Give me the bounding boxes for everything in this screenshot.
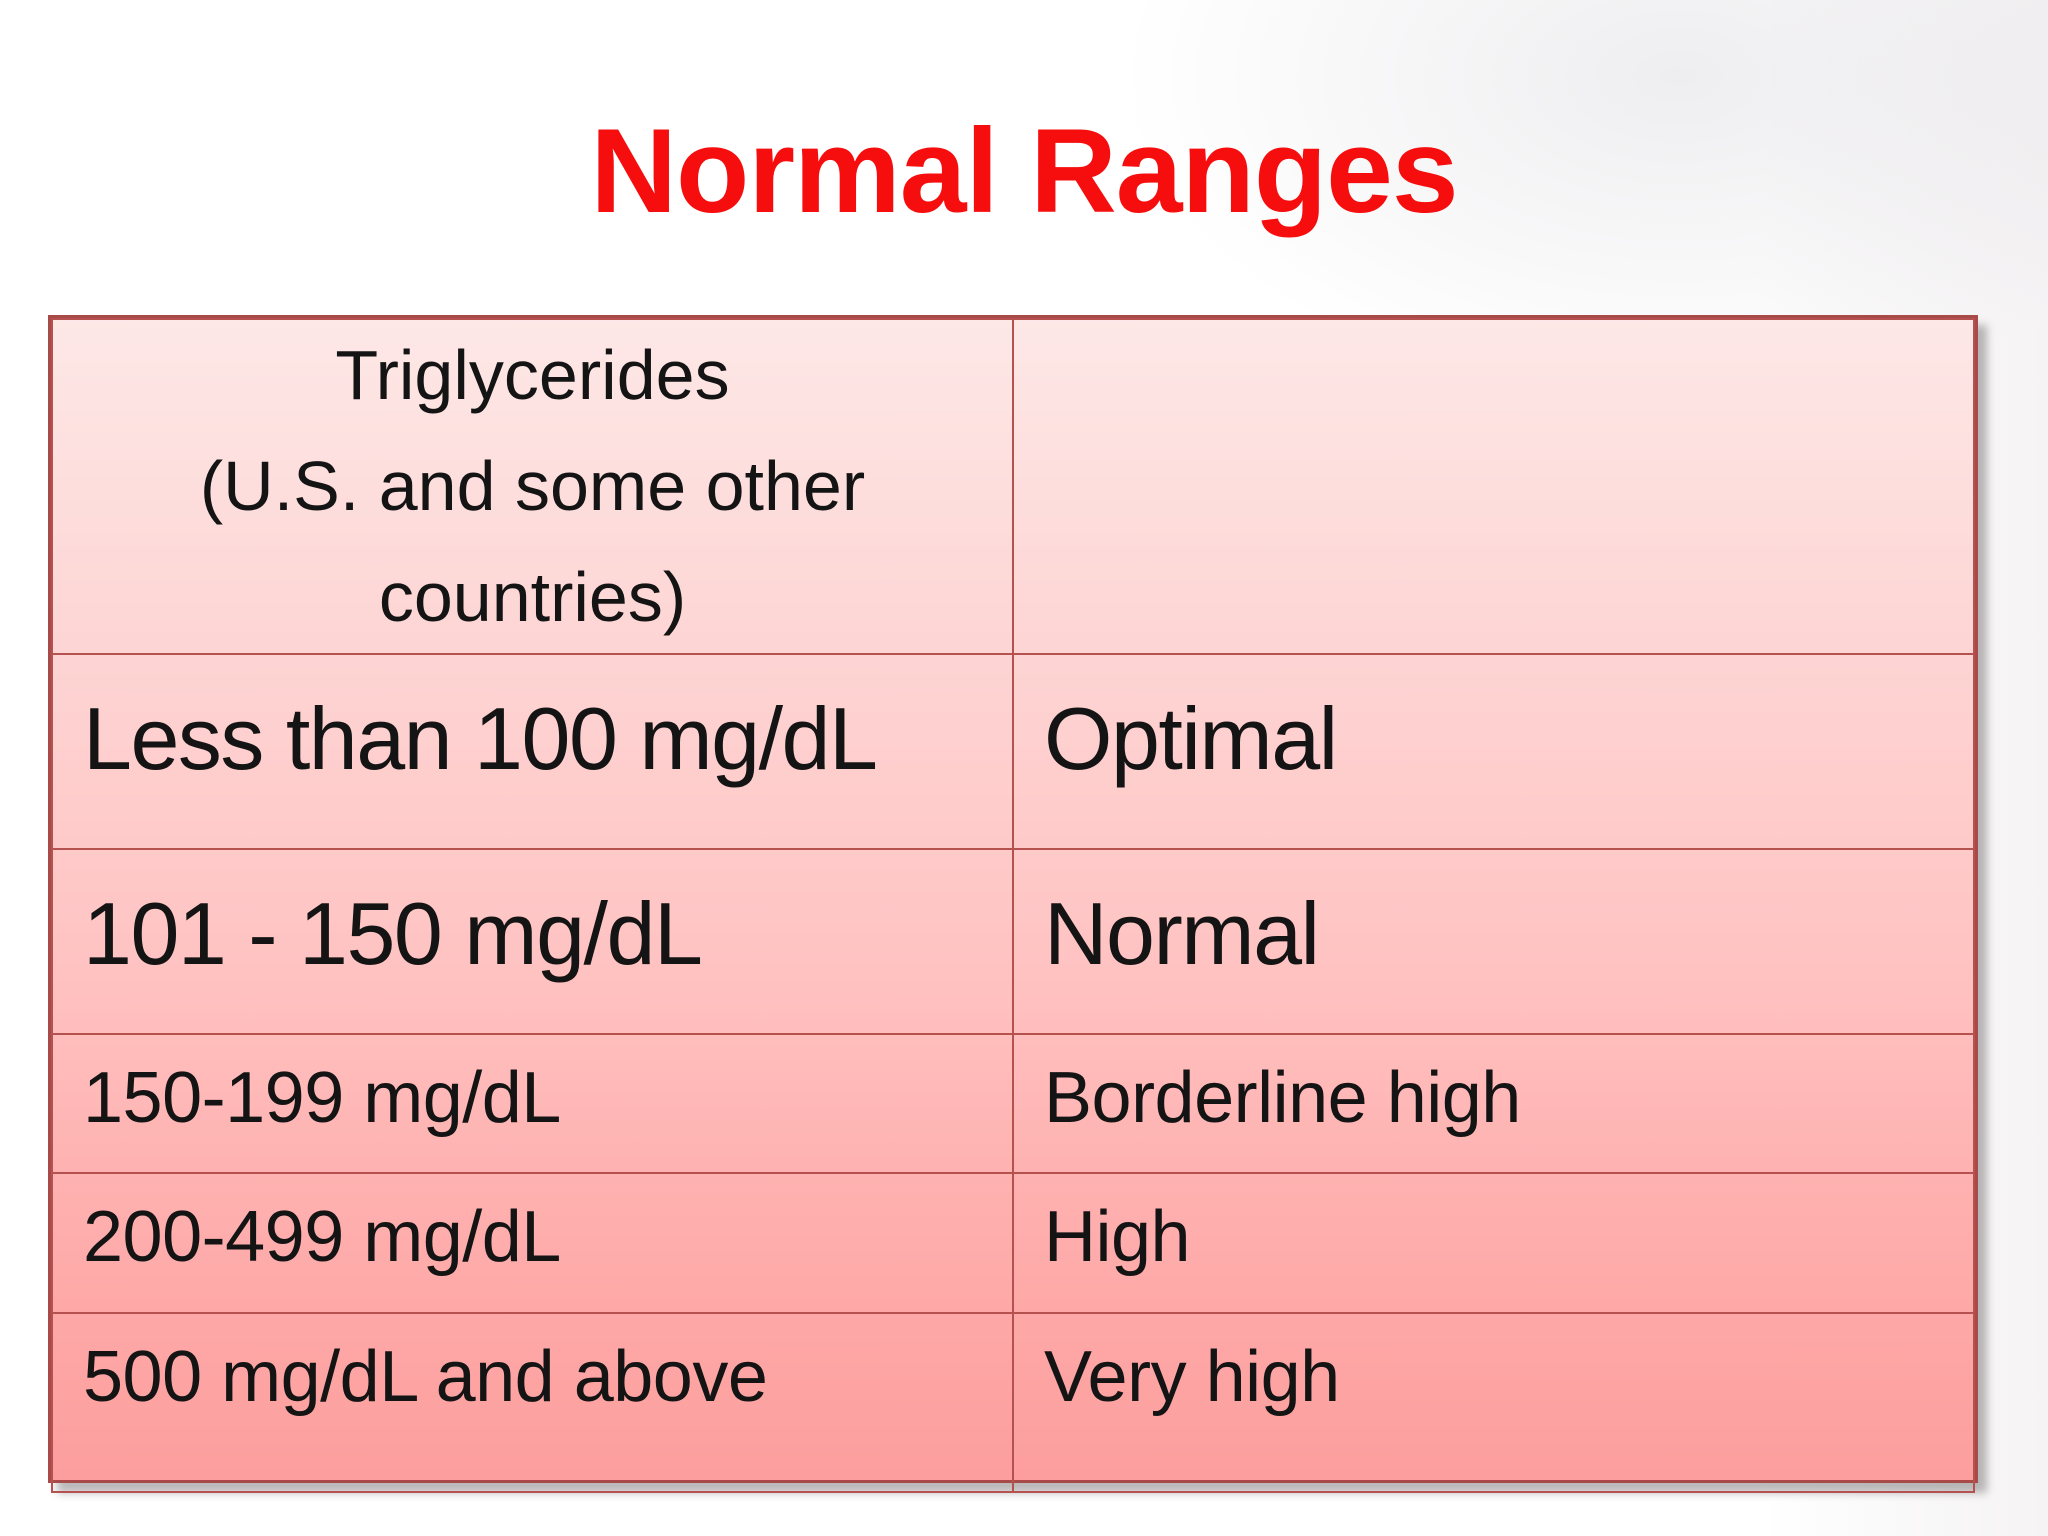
- header-line-2: (U.S. and some other: [199, 447, 866, 525]
- category-cell: Very high: [1012, 1312, 1975, 1493]
- header-line-1: Triglycerides: [335, 336, 730, 414]
- range-cell: 101 - 150 mg/dL: [51, 848, 1014, 1035]
- category-cell: Borderline high: [1012, 1033, 1975, 1174]
- table-row-normal: 101 - 150 mg/dL Normal: [51, 848, 1975, 1035]
- ranges-table: Triglycerides (U.S. and some other count…: [51, 318, 1975, 1493]
- table-row-borderline-high: 150-199 mg/dL Borderline high: [51, 1033, 1975, 1174]
- table-row-optimal: Less than 100 mg/dL Optimal: [51, 653, 1975, 850]
- header-line-3: countries): [378, 558, 687, 636]
- table-row-very-high: 500 mg/dL and above Very high: [51, 1312, 1975, 1493]
- category-cell: Optimal: [1012, 653, 1975, 850]
- table-row-high: 200-499 mg/dL High: [51, 1172, 1975, 1314]
- category-cell: Normal: [1012, 848, 1975, 1035]
- triglycerides-ranges-table: Triglycerides (U.S. and some other count…: [48, 315, 1978, 1493]
- range-cell: Less than 100 mg/dL: [51, 653, 1014, 850]
- range-cell: 500 mg/dL and above: [51, 1312, 1014, 1493]
- header-cell-range: Triglycerides (U.S. and some other count…: [51, 318, 1014, 655]
- slide-title: Normal Ranges: [590, 104, 1458, 238]
- table-header-row: Triglycerides (U.S. and some other count…: [51, 318, 1975, 655]
- category-cell: High: [1012, 1172, 1975, 1314]
- range-cell: 200-499 mg/dL: [51, 1172, 1014, 1314]
- header-cell-category: [1012, 318, 1975, 655]
- range-cell: 150-199 mg/dL: [51, 1033, 1014, 1174]
